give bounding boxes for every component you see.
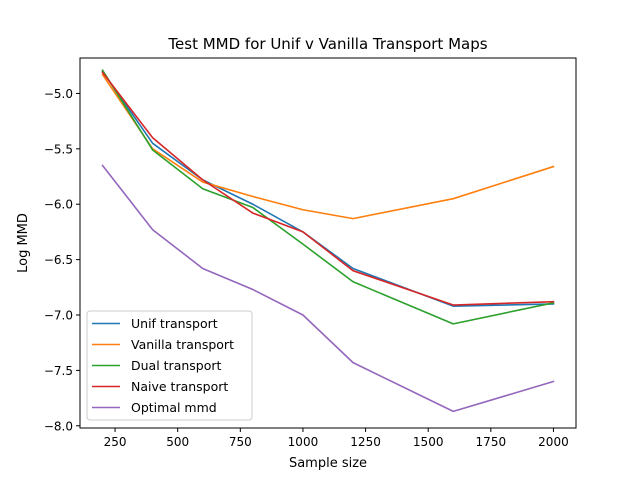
y-tick-label: −7.5	[44, 364, 73, 378]
y-axis-ticks: −5.0 −5.5 −6.0 −6.5 −7.0 −7.5 −8.0	[44, 87, 80, 433]
x-axis-ticks: 250 500 750 1000 1250 1500 1750 2000	[104, 428, 569, 449]
x-tick-label: 1750	[476, 435, 507, 449]
legend-label: Naive transport	[131, 379, 228, 394]
legend-label: Dual transport	[131, 358, 222, 373]
legend: Unif transport Vanilla transport Dual tran…	[86, 310, 253, 421]
x-tick-label: 1250	[350, 435, 381, 449]
legend-label: Vanilla transport	[131, 337, 234, 352]
y-tick-label: −8.0	[44, 419, 73, 433]
series-line-optimal-mmd	[101, 164, 555, 413]
x-axis-label: Sample size	[289, 456, 367, 471]
y-tick-label: −7.0	[44, 309, 73, 323]
x-tick-label: 500	[166, 435, 189, 449]
legend-label: Optimal mmd	[131, 400, 217, 415]
chart-title: Test MMD for Unif v Vanilla Transport Ma…	[167, 35, 487, 53]
series-line-vanilla-transport	[101, 73, 555, 220]
legend-box	[86, 310, 253, 421]
series-line-naive-transport	[101, 71, 555, 306]
legend-items: Unif transport Vanilla transport Dual tran…	[92, 316, 234, 415]
legend-label: Unif transport	[131, 316, 218, 331]
x-tick-label: 2000	[538, 435, 569, 449]
series-lines	[101, 69, 555, 413]
x-tick-label: 1500	[413, 435, 444, 449]
series-line-dual-transport	[101, 69, 555, 325]
x-tick-label: 1000	[288, 435, 319, 449]
y-tick-label: −5.5	[44, 142, 73, 156]
y-tick-label: −6.0	[44, 198, 73, 212]
y-axis-label: Log MMD	[16, 213, 31, 273]
plot-frame	[79, 57, 577, 429]
y-tick-label: −5.0	[44, 87, 73, 101]
x-tick-label: 250	[104, 435, 127, 449]
y-tick-label: −6.5	[44, 253, 73, 267]
x-tick-label: 750	[229, 435, 252, 449]
